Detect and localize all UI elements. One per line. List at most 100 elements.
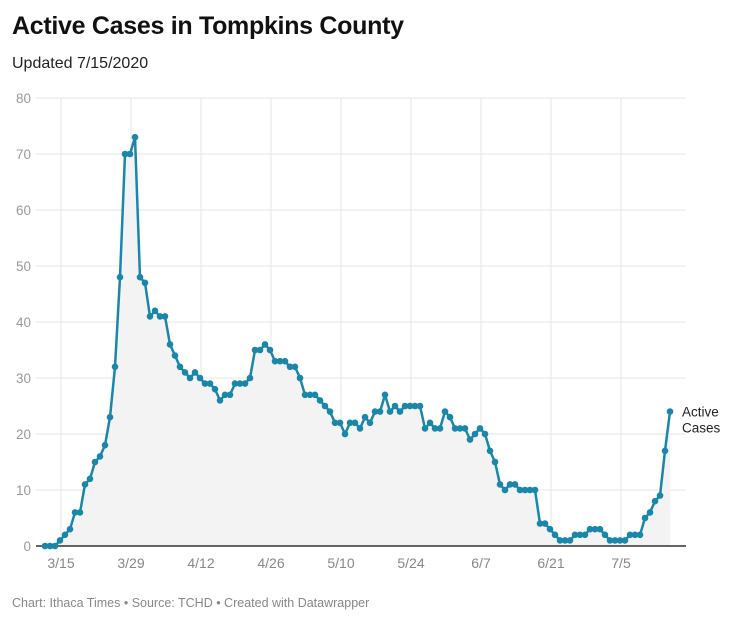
chart-footer: Chart: Ithaca Times • Source: TCHD • Cre…: [12, 596, 370, 610]
data-point: [151, 307, 159, 315]
data-point: [261, 341, 269, 348]
data-point: [436, 425, 444, 432]
y-tick-label: 0: [23, 539, 31, 554]
data-point: [256, 346, 264, 354]
data-point: [546, 525, 554, 533]
data-point: [521, 486, 529, 494]
data-point: [321, 402, 329, 410]
y-tick-label: 70: [16, 147, 31, 162]
data-point: [371, 408, 379, 415]
area-fill: [45, 137, 670, 546]
data-point: [641, 514, 649, 522]
data-point: [426, 419, 434, 427]
data-point: [286, 363, 294, 371]
data-point: [81, 481, 89, 488]
x-tick-label: 5/24: [397, 555, 424, 571]
data-point: [76, 509, 84, 516]
data-point: [266, 346, 274, 354]
data-point: [271, 357, 279, 365]
data-point: [196, 374, 204, 382]
chart-subtitle: Updated 7/15/2020: [12, 55, 149, 72]
x-tick-label: 4/12: [187, 555, 214, 571]
data-point: [376, 408, 384, 415]
data-point: [336, 419, 344, 427]
y-tick-label: 40: [16, 315, 31, 330]
data-point: [526, 486, 534, 494]
x-tick-label: 3/29: [117, 555, 144, 571]
y-tick-label: 20: [16, 427, 31, 442]
y-tick-label: 10: [16, 483, 31, 498]
data-point: [226, 391, 234, 399]
data-point: [441, 408, 449, 415]
y-tick-label: 80: [16, 91, 31, 106]
x-tick-label: 4/26: [257, 555, 284, 571]
data-point: [571, 531, 579, 539]
data-point: [506, 481, 514, 488]
x-tick-label: 7/5: [611, 555, 631, 571]
data-point: [166, 341, 174, 348]
x-tick-label: 5/10: [327, 555, 354, 571]
data-point: [186, 374, 194, 382]
data-point: [496, 481, 504, 488]
data-point: [621, 537, 629, 544]
data-point: [126, 150, 134, 158]
x-tick-label: 6/7: [471, 555, 491, 571]
data-point: [71, 509, 79, 516]
y-tick-label: 50: [16, 259, 31, 274]
data-point: [631, 531, 639, 539]
data-point: [561, 537, 569, 544]
data-point: [656, 492, 664, 499]
data-point: [636, 531, 644, 539]
data-point: [281, 357, 289, 365]
data-point: [331, 419, 339, 427]
data-point: [566, 537, 574, 544]
data-point: [236, 380, 244, 387]
data-point: [606, 537, 614, 544]
data-point: [121, 150, 129, 158]
data-point: [111, 363, 119, 371]
data-point: [551, 531, 559, 539]
data-point: [146, 313, 154, 320]
data-point: [221, 391, 229, 399]
data-point: [96, 453, 104, 460]
data-point: [246, 374, 254, 382]
data-point: [431, 425, 439, 432]
data-point: [541, 520, 549, 527]
data-point: [646, 509, 654, 516]
series-label-active-cases: Active Cases: [682, 405, 723, 436]
data-point: [101, 441, 109, 449]
data-point: [191, 369, 199, 376]
data-point: [511, 481, 519, 488]
data-point: [156, 313, 164, 320]
x-tick-label: 3/15: [47, 555, 74, 571]
data-point: [626, 531, 634, 539]
data-point: [421, 425, 429, 432]
data-point: [51, 542, 59, 550]
data-point: [601, 531, 609, 539]
data-point: [91, 458, 99, 466]
data-point: [411, 402, 419, 410]
data-point: [351, 419, 359, 427]
data-point: [201, 380, 209, 387]
data-point: [401, 402, 409, 410]
data-point: [391, 402, 399, 410]
chart-title: Active Cases in Tompkins County: [12, 12, 404, 40]
data-point: [241, 380, 249, 387]
data-point: [581, 531, 589, 539]
data-point: [661, 447, 669, 455]
data-point: [386, 408, 394, 415]
data-point: [66, 525, 74, 533]
data-point: [141, 279, 149, 287]
series-label-line-1: Active: [682, 405, 719, 420]
data-point: [211, 385, 219, 393]
data-point: [491, 458, 499, 466]
data-point: [651, 497, 659, 505]
data-point: [161, 313, 169, 320]
data-point: [61, 531, 69, 539]
data-point: [46, 542, 54, 550]
y-tick-label: 60: [16, 203, 31, 218]
data-point: [206, 380, 214, 387]
data-point: [311, 391, 319, 399]
data-point: [586, 525, 594, 533]
